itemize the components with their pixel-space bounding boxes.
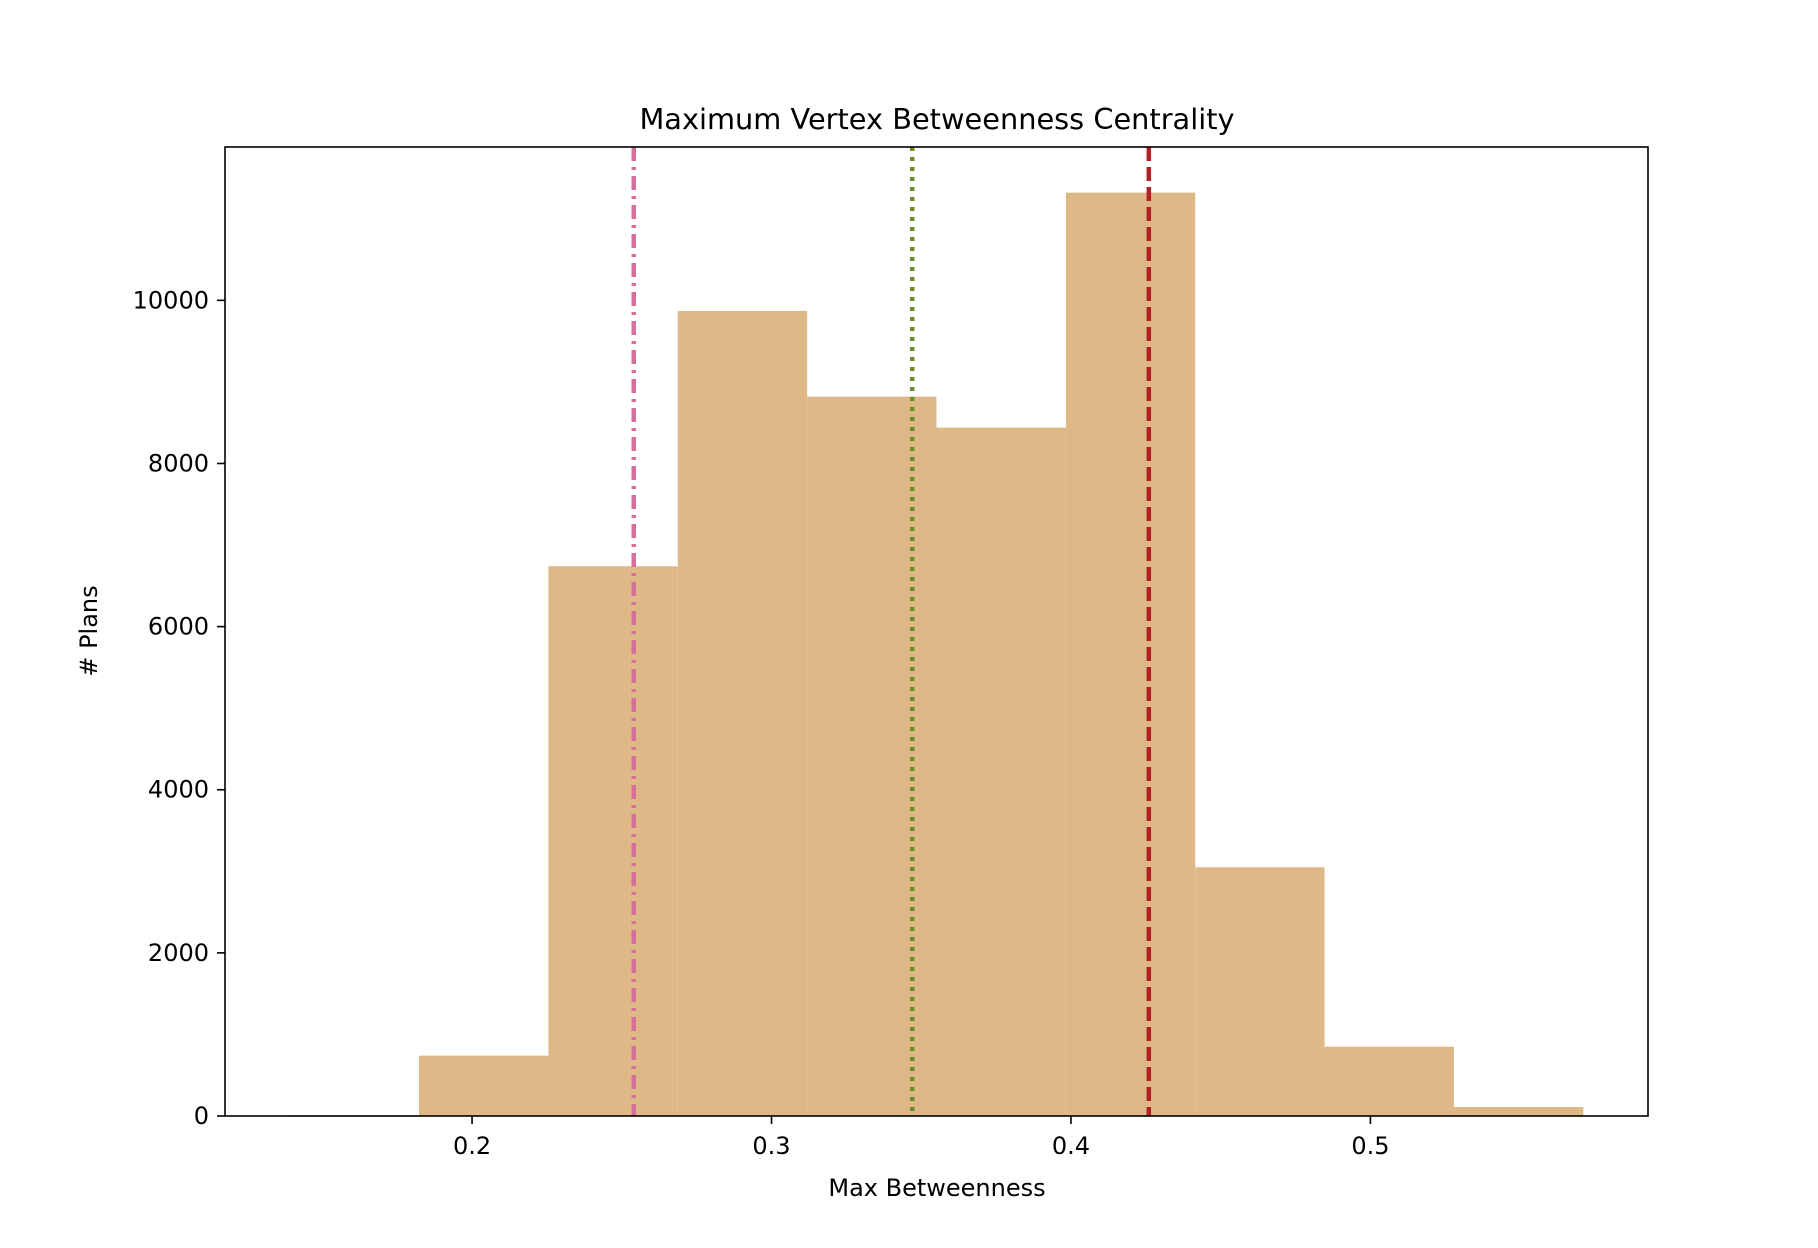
histogram-bar: [807, 396, 937, 1116]
y-tick-label: 6000: [148, 613, 209, 641]
x-tick-label: 0.4: [1052, 1132, 1090, 1160]
x-tick-label: 0.3: [752, 1132, 790, 1160]
y-tick-label: 8000: [148, 449, 209, 477]
histogram-bar: [677, 310, 808, 1116]
x-tick-label: 0.2: [453, 1132, 491, 1160]
histogram-bar: [936, 427, 1066, 1117]
y-axis: 0 2000 4000 6000 8000 10000: [133, 286, 225, 1130]
x-axis-title: Max Betweenness: [828, 1174, 1045, 1202]
y-tick-label: 2000: [148, 939, 209, 967]
y-tick-label: 0: [194, 1102, 209, 1130]
x-axis: 0.2 0.3 0.4 0.5: [453, 1116, 1389, 1160]
plot-frame: [224, 146, 1649, 1117]
histogram-bar: [1195, 867, 1325, 1116]
histogram-bar: [1324, 1046, 1454, 1116]
y-tick-label: 4000: [148, 776, 209, 804]
histogram-bar: [419, 1055, 549, 1116]
reference-lines-group: [631, 147, 1152, 1116]
bars-group: [289, 192, 1584, 1117]
histogram-bar: [548, 566, 678, 1116]
chart-title: Maximum Vertex Betweenness Centrality: [639, 102, 1234, 136]
histogram-bar: [1065, 192, 1196, 1117]
histogram-bar: [1453, 1107, 1584, 1116]
x-tick-label: 0.5: [1351, 1132, 1389, 1160]
y-axis-title: # Plans: [75, 585, 103, 676]
y-tick-label: 10000: [133, 286, 209, 314]
